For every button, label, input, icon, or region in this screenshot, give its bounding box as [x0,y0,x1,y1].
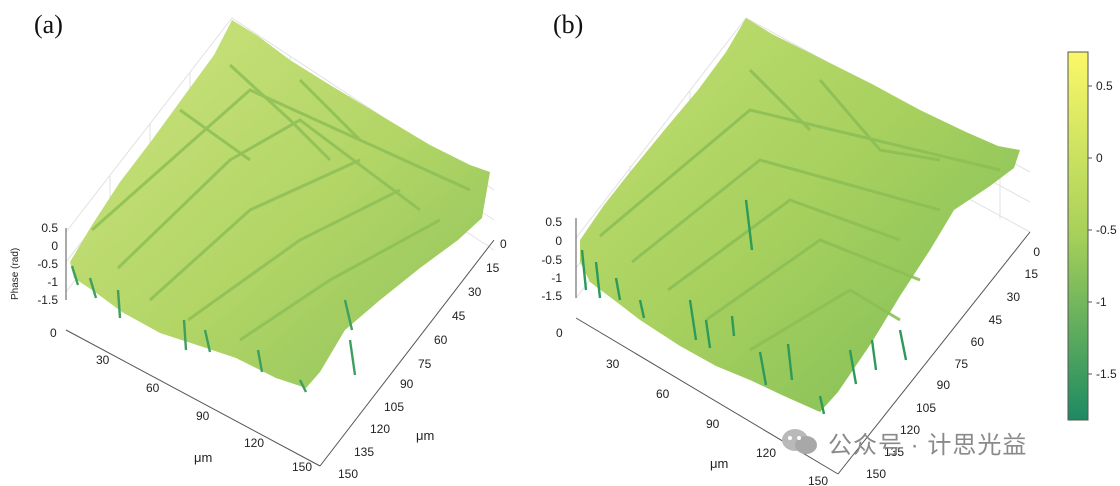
y-tick: 15 [1025,267,1039,281]
y-axis-title: μm [416,428,434,443]
z-axis: 0.5 0 -0.5 -1 -1.5 Phase (rad) [10,221,67,307]
z-tick: -1 [47,275,58,289]
z-axis: 0.5 0 -0.5 -1 -1.5 [541,215,577,303]
x-tick: 90 [196,409,210,423]
phase-surface [580,18,1020,415]
y-axis: 0 15 30 45 60 75 90 105 120 135 150 [837,231,1040,481]
colorbar-tick: -0.5 [1096,223,1117,237]
colorbar-tick: 0.5 [1096,79,1113,93]
z-tick: -1.5 [541,289,562,303]
panel-b-plot: 0.5 0 -0.5 -1 -1.5 0 30 60 90 120 150 μm… [541,17,1040,486]
z-tick: -0.5 [37,257,58,271]
panel-a-plot: 0.5 0 -0.5 -1 -1.5 Phase (rad) 0 30 60 9… [10,17,507,481]
colorbar-gradient [1067,51,1089,421]
z-tick: 0.5 [41,221,58,235]
y-tick: 135 [354,445,374,459]
y-tick: 30 [468,285,482,299]
y-tick: 60 [434,333,448,347]
z-tick: -1 [551,271,562,285]
x-tick: 60 [656,387,670,401]
y-tick: 90 [400,377,414,391]
y-tick: 0 [1033,245,1040,259]
colorbar: 0.5 0 -0.5 -1 -1.5 [1067,51,1117,421]
x-tick: 90 [706,417,720,431]
y-tick: 120 [370,422,390,436]
x-tick: 30 [96,353,110,367]
x-tick: 0 [556,326,563,340]
y-tick: 120 [900,423,920,437]
y-tick: 60 [971,335,985,349]
z-axis-title: Phase (rad) [10,248,21,300]
y-tick: 135 [884,445,904,459]
x-tick: 0 [50,326,57,340]
phase-surface [70,20,490,393]
z-tick: 0 [51,239,58,253]
colorbar-ticks: 0.5 0 -0.5 -1 -1.5 [1088,79,1117,381]
y-axis: 0 15 30 45 60 75 90 105 120 135 150 μm [319,237,507,481]
z-tick: -1.5 [37,293,58,307]
y-tick: 15 [486,261,500,275]
x-tick: 30 [606,357,620,371]
watermark: 公众号 · 计思光益 [780,424,1027,460]
x-tick: 120 [756,446,776,460]
x-axis: 0 30 60 90 120 150 μm [50,326,321,474]
y-tick: 90 [937,378,951,392]
x-tick: 150 [292,460,312,474]
y-tick: 0 [500,237,507,251]
y-tick: 45 [989,313,1003,327]
x-tick: 60 [146,381,160,395]
y-tick: 150 [338,467,358,481]
y-tick: 45 [452,309,466,323]
x-tick: 120 [244,436,264,450]
panel-a-label: (a) [34,10,63,39]
y-tick: 75 [955,357,969,371]
x-axis-title: μm [194,450,212,465]
y-tick: 75 [418,357,432,371]
z-tick: -0.5 [541,253,562,267]
y-tick: 30 [1007,290,1021,304]
colorbar-tick: -1.5 [1096,367,1117,381]
watermark-text: 公众号 · 计思光益 [828,431,1028,459]
z-tick: 0 [555,234,562,248]
x-tick: 150 [808,474,828,486]
x-axis: 0 30 60 90 120 150 μm [556,317,839,486]
x-axis-title: μm [710,456,728,471]
y-tick: 150 [866,467,886,481]
colorbar-tick: 0 [1096,151,1103,165]
wechat-icon [780,426,820,458]
z-tick: 0.5 [545,215,562,229]
colorbar-tick: -1 [1096,295,1107,309]
panel-b-label: (b) [553,10,584,39]
y-tick: 105 [384,400,404,414]
y-tick: 105 [916,401,936,415]
